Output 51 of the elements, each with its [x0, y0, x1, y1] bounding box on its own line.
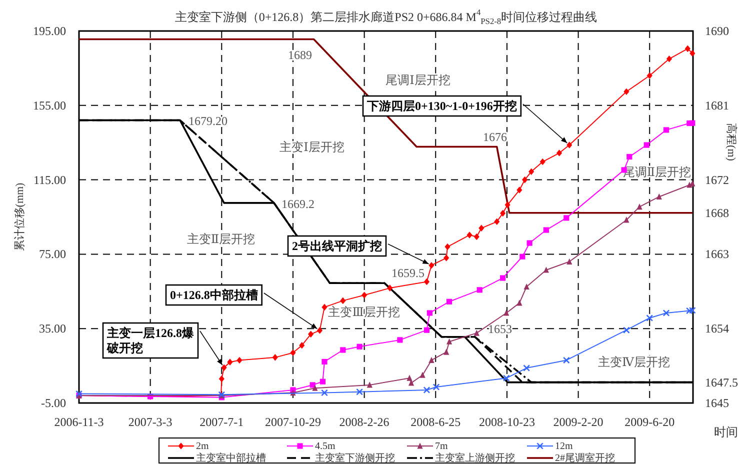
callout: 下游四层0+130~1-0+196开挖 [362, 95, 522, 117]
y2-tick-label: 1668 [705, 206, 729, 220]
annotation: 1679.20 [188, 114, 228, 128]
y2-tick-label: 1672 [705, 172, 729, 187]
y-tick-label: 75.00 [39, 247, 66, 262]
x-tick-label: 2007-7-1 [200, 415, 244, 429]
y-tick-label: 35.00 [39, 322, 66, 336]
annotation: 2号出线平洞扩挖 [292, 239, 382, 253]
annotation: 主变Ⅳ层开挖 [598, 355, 670, 369]
legend-label: 7m [435, 440, 448, 452]
annotation: 1659.5 [392, 266, 424, 280]
legend-label: 2m [196, 440, 209, 452]
x-tick-label: 2009-2-20 [553, 415, 604, 429]
x-tick-label: 2007-3-3 [128, 415, 172, 429]
annotation: 下游四层0+130~1-0+196开挖 [366, 99, 517, 113]
y2-tick-label: 1647.5 [705, 375, 738, 390]
callout: 主变一层126.8爆破开挖 [102, 322, 199, 359]
y-tick-label: 115.00 [33, 172, 66, 187]
legend-label: 主变室中部拉槽 [196, 452, 266, 464]
x-tick-label: 2006-11-3 [54, 415, 104, 429]
x-axis-title: 时间 [714, 425, 738, 439]
legend-label: 4.5m [315, 440, 336, 452]
legend-label: 2#尾调室开挖 [555, 452, 615, 464]
legend-label: 12m [555, 440, 573, 452]
callout: 0+126.8中部拉槽 [165, 284, 262, 306]
y-tick-label: 195.00 [33, 24, 66, 38]
annotation: 1669.2 [282, 197, 314, 211]
legend-label: 主变室上游侧开挖 [435, 452, 515, 464]
x-tick-label: 2008-10-23 [478, 415, 535, 429]
y2-tick-label: 1663 [705, 247, 729, 262]
y-axis-title: 累计位移(mm) [13, 182, 26, 252]
x-tick-label: 2008-6-25 [410, 415, 461, 429]
y2-tick-label: 1690 [705, 24, 729, 38]
y2-tick-label: 1681 [705, 98, 729, 112]
annotation: 0+126.8中部拉槽 [170, 288, 258, 302]
x-tick-label: 2007-10-29 [264, 415, 321, 429]
legend-label: 主变室下游侧开挖 [315, 452, 395, 464]
y2-axis-title: 高程(m) [725, 123, 738, 162]
x-tick-label: 2008-2-26 [339, 415, 390, 429]
annotation: 主变Ⅲ层开挖 [328, 305, 400, 319]
annotation: 尾调Ⅰ层开挖 [386, 73, 450, 87]
y2-tick-label: 1654 [705, 322, 729, 336]
annotation: 1689 [288, 48, 312, 62]
chart-title: 主变室下游侧（0+126.8）第二层排水廊道PS2 0+686.84 M$^{4}$$_{PS2-8}$时间位移过程曲线 [174, 8, 598, 26]
annotation: 1676 [483, 130, 507, 144]
annotation: 主变Ⅰ层开挖 [280, 140, 344, 154]
y2-tick-label: 1645 [705, 396, 729, 410]
y-tick-label: 155.00 [33, 98, 66, 112]
callout: 2号出线平洞扩挖 [287, 235, 387, 257]
y-tick-label: -5.00 [41, 396, 66, 410]
x-tick-label: 2009-6-20 [624, 415, 675, 429]
